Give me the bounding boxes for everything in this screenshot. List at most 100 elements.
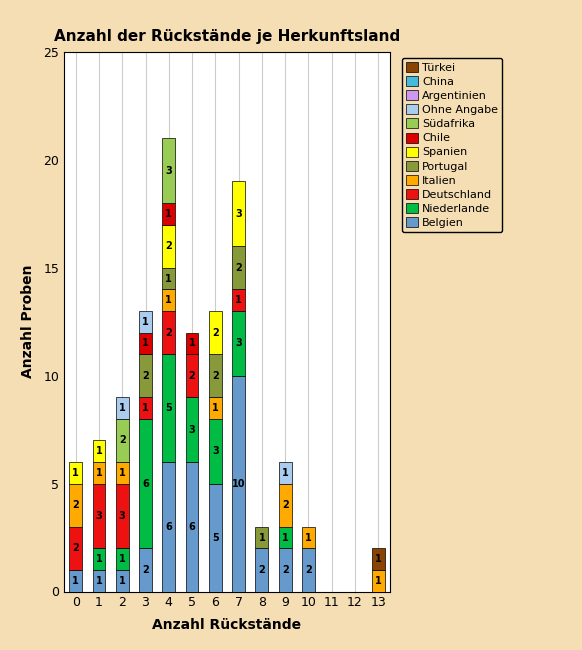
- Bar: [372, 570, 385, 592]
- Text: 1: 1: [72, 468, 79, 478]
- Bar: [139, 549, 152, 592]
- Text: 1: 1: [165, 274, 172, 283]
- Bar: [209, 397, 222, 419]
- Text: 1: 1: [119, 403, 126, 413]
- Text: 1: 1: [189, 339, 196, 348]
- Bar: [116, 419, 129, 462]
- Text: 2: 2: [282, 500, 289, 510]
- Text: 1: 1: [375, 554, 382, 564]
- Text: 3: 3: [165, 166, 172, 176]
- Text: 2: 2: [212, 328, 219, 337]
- Bar: [302, 549, 315, 592]
- Bar: [116, 462, 129, 484]
- Text: 1: 1: [119, 468, 126, 478]
- Bar: [93, 570, 105, 592]
- Bar: [162, 138, 175, 203]
- Bar: [162, 225, 175, 268]
- Bar: [209, 354, 222, 397]
- Text: 10: 10: [232, 478, 246, 489]
- Bar: [139, 419, 152, 549]
- Text: 2: 2: [142, 370, 149, 381]
- Text: 5: 5: [212, 532, 219, 543]
- Text: 2: 2: [282, 565, 289, 575]
- Y-axis label: Anzahl Proben: Anzahl Proben: [21, 265, 35, 378]
- Bar: [162, 354, 175, 462]
- Text: 1: 1: [142, 339, 149, 348]
- Text: 1: 1: [95, 447, 102, 456]
- Text: 2: 2: [142, 565, 149, 575]
- Bar: [232, 289, 245, 311]
- Bar: [209, 484, 222, 592]
- Bar: [232, 181, 245, 246]
- Text: 2: 2: [119, 436, 126, 445]
- Text: 2: 2: [258, 565, 265, 575]
- Bar: [372, 549, 385, 570]
- Bar: [139, 333, 152, 354]
- Text: 5: 5: [165, 403, 172, 413]
- Text: 1: 1: [282, 468, 289, 478]
- Bar: [69, 570, 82, 592]
- Bar: [162, 311, 175, 354]
- Text: 3: 3: [212, 447, 219, 456]
- Text: 3: 3: [235, 339, 242, 348]
- Text: 2: 2: [72, 500, 79, 510]
- Bar: [279, 484, 292, 527]
- Bar: [69, 484, 82, 527]
- Title: Anzahl der Rückstände je Herkunftsland: Anzahl der Rückstände je Herkunftsland: [54, 29, 400, 44]
- Bar: [162, 203, 175, 225]
- Text: 2: 2: [235, 263, 242, 273]
- Text: 1: 1: [119, 576, 126, 586]
- Bar: [69, 526, 82, 570]
- Bar: [162, 289, 175, 311]
- Text: 1: 1: [375, 576, 382, 586]
- Bar: [232, 376, 245, 592]
- Bar: [93, 441, 105, 462]
- Bar: [116, 570, 129, 592]
- Text: 1: 1: [142, 403, 149, 413]
- Bar: [116, 397, 129, 419]
- Bar: [209, 419, 222, 484]
- Text: 1: 1: [95, 554, 102, 564]
- Bar: [186, 462, 198, 592]
- Text: 1: 1: [235, 295, 242, 305]
- Legend: Türkei, China, Argentinien, Ohne Angabe, Südafrika, Chile, Spanien, Portugal, It: Türkei, China, Argentinien, Ohne Angabe,…: [402, 58, 502, 233]
- Text: 1: 1: [165, 209, 172, 219]
- Bar: [255, 526, 268, 549]
- Bar: [232, 311, 245, 376]
- Text: 1: 1: [165, 295, 172, 305]
- Bar: [69, 462, 82, 484]
- Text: 1: 1: [305, 532, 312, 543]
- Bar: [139, 311, 152, 333]
- Bar: [139, 354, 152, 397]
- Bar: [186, 354, 198, 397]
- Text: 1: 1: [95, 468, 102, 478]
- Text: 2: 2: [212, 370, 219, 381]
- Text: 1: 1: [72, 576, 79, 586]
- Text: 1: 1: [142, 317, 149, 327]
- Text: 1: 1: [95, 576, 102, 586]
- Bar: [93, 462, 105, 484]
- Bar: [162, 462, 175, 592]
- Bar: [209, 311, 222, 354]
- Bar: [255, 549, 268, 592]
- Bar: [302, 526, 315, 549]
- Text: 2: 2: [165, 328, 172, 337]
- Text: 2: 2: [305, 565, 312, 575]
- Bar: [116, 484, 129, 549]
- Bar: [139, 397, 152, 419]
- Text: 1: 1: [119, 554, 126, 564]
- Text: 3: 3: [119, 511, 126, 521]
- Text: 2: 2: [72, 543, 79, 553]
- Text: 1: 1: [212, 403, 219, 413]
- Bar: [186, 333, 198, 354]
- Text: 1: 1: [258, 532, 265, 543]
- Bar: [279, 526, 292, 549]
- Bar: [186, 397, 198, 462]
- Bar: [232, 246, 245, 289]
- Bar: [93, 549, 105, 570]
- Text: 2: 2: [189, 370, 196, 381]
- Text: 6: 6: [165, 522, 172, 532]
- X-axis label: Anzahl Rückstände: Anzahl Rückstände: [152, 618, 301, 632]
- Text: 3: 3: [235, 209, 242, 219]
- Text: 2: 2: [165, 241, 172, 251]
